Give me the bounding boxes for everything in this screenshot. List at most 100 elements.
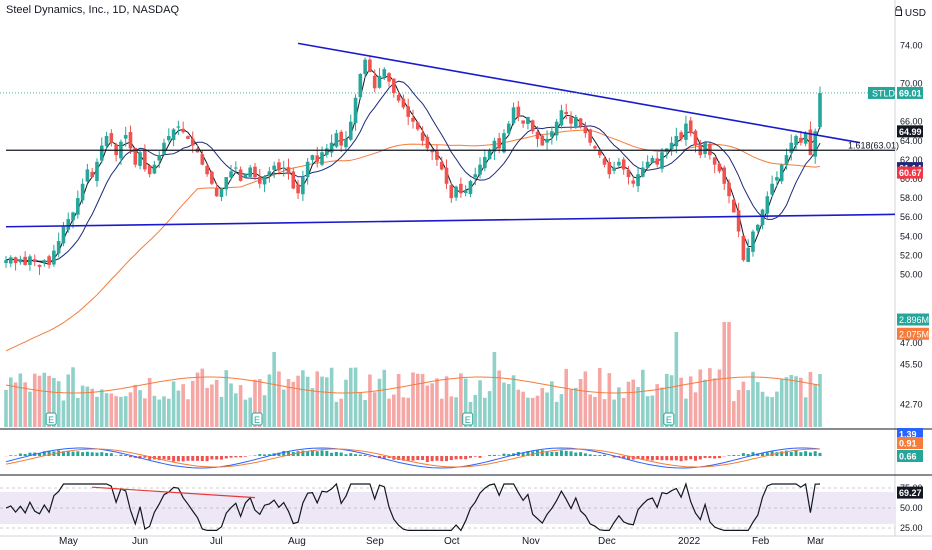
candle-body xyxy=(214,188,219,197)
volume-bar xyxy=(794,376,798,427)
candle-body xyxy=(363,59,367,75)
volume-bar xyxy=(578,378,583,427)
volume-bar xyxy=(473,394,478,427)
candle-body xyxy=(679,132,683,139)
volume-bar xyxy=(76,397,80,427)
candle-body xyxy=(128,131,133,149)
lock-icon xyxy=(895,6,903,16)
candle-body xyxy=(684,123,688,140)
macd-histogram-bar xyxy=(200,456,204,462)
macd-label-bg xyxy=(897,450,923,462)
candle-body xyxy=(660,152,664,169)
volume-bar xyxy=(267,374,272,427)
candle-body xyxy=(56,241,61,254)
candle-body xyxy=(617,161,621,166)
volume-bar xyxy=(8,377,13,427)
volume-bar xyxy=(248,397,252,427)
volume-bar xyxy=(52,377,56,427)
macd-histogram-bar xyxy=(310,450,314,456)
candle-body xyxy=(99,145,104,161)
candle-body xyxy=(157,155,162,161)
volume-bar xyxy=(808,372,813,427)
volume-bar xyxy=(186,399,190,427)
volume-bar xyxy=(506,383,511,427)
macd-histogram-bar xyxy=(459,456,463,460)
macd-histogram-bar xyxy=(66,450,70,456)
candle-body xyxy=(368,59,372,73)
volume-bar xyxy=(550,381,554,427)
candle-body xyxy=(645,161,650,168)
earnings-icon xyxy=(251,412,263,426)
candle-body xyxy=(205,165,209,175)
macd-label: 0.66 xyxy=(899,452,917,462)
macd-histogram-bar xyxy=(47,450,51,456)
volume-bar xyxy=(114,396,118,427)
time-tick-label: Aug xyxy=(288,536,306,547)
candle-body xyxy=(722,167,727,184)
candle-body xyxy=(28,256,32,265)
candle-body xyxy=(18,259,23,263)
volume-bar xyxy=(626,381,631,427)
time-tick-label: Mar xyxy=(807,536,825,547)
volume-bar xyxy=(449,396,454,427)
macd-histogram-bar xyxy=(818,452,822,456)
macd-histogram-bar xyxy=(569,451,573,456)
macd-histogram-bar xyxy=(507,454,511,456)
volume-bar xyxy=(593,396,597,427)
volume-bar xyxy=(80,385,85,427)
candle-body xyxy=(732,199,736,213)
volume-bar xyxy=(152,395,157,427)
macd-histogram-bar xyxy=(502,453,506,456)
macd-histogram-bar xyxy=(737,455,741,456)
volume-bar xyxy=(157,399,162,427)
macd-histogram-bar xyxy=(741,453,745,456)
macd-histogram-bar xyxy=(784,450,788,456)
price-tick-label: 66.00 xyxy=(900,117,923,127)
time-tick-label: May xyxy=(59,536,78,547)
macd-histogram-bar xyxy=(382,456,386,459)
macd-histogram-bar xyxy=(770,451,774,456)
candle-body xyxy=(439,161,444,170)
candle-body xyxy=(171,129,176,141)
macd-histogram-bar xyxy=(119,454,123,456)
volume-bar xyxy=(660,387,664,427)
volume-bar xyxy=(617,387,621,427)
volume-bar xyxy=(205,387,209,427)
macd-histogram-bar xyxy=(780,451,784,456)
earnings-icon-label: E xyxy=(254,415,260,425)
rsi-divergence-line xyxy=(92,486,256,499)
macd-histogram-bar xyxy=(603,454,607,456)
volume-bar xyxy=(717,369,722,427)
macd-histogram-bar xyxy=(157,456,161,461)
volume-bar xyxy=(621,397,626,427)
volume-bar xyxy=(262,395,267,427)
volume-bar xyxy=(693,392,698,427)
macd-histogram-bar xyxy=(708,456,712,458)
volume-bar xyxy=(535,395,540,427)
volume-bar xyxy=(315,371,320,427)
macd-histogram-bar xyxy=(641,456,645,461)
macd-histogram-bar xyxy=(85,451,89,456)
volume-bar xyxy=(746,390,750,427)
macd-histogram-bar xyxy=(655,456,659,460)
candle-body xyxy=(803,133,808,144)
volume-bar xyxy=(363,399,367,427)
candle-body xyxy=(138,152,142,166)
macd-histogram-bar xyxy=(205,456,209,462)
candle-body xyxy=(444,167,449,184)
candle-body xyxy=(325,148,329,155)
candle-body xyxy=(712,157,717,165)
volume-bar xyxy=(813,384,818,427)
volume-bar xyxy=(631,379,636,427)
volume-bar xyxy=(521,391,525,427)
candle-body xyxy=(574,116,578,128)
volume-bar xyxy=(138,390,142,427)
macd-histogram-bar xyxy=(555,451,559,456)
macd-signal-line xyxy=(5,448,820,468)
earnings-icon-label: E xyxy=(465,415,471,425)
volume-bar xyxy=(66,374,71,427)
volume-bar xyxy=(430,383,434,427)
macd-histogram-bar xyxy=(799,452,803,456)
candle-body xyxy=(770,183,774,195)
